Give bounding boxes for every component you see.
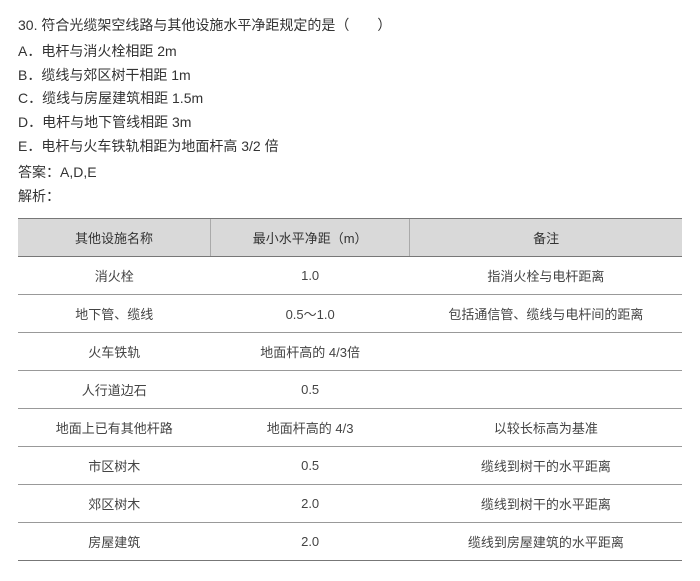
table-cell: 缆线到树干的水平距离 [410,485,682,523]
table-row: 房屋建筑2.0缆线到房屋建筑的水平距离 [18,523,682,561]
option-line: A．电杆与消火栓相距 2m [18,40,682,64]
option-text: 电杆与消火栓相距 2m [41,43,176,59]
table-cell [410,333,682,371]
table-cell: 地面杆高的 4/3 [211,409,410,447]
table-row: 地下管、缆线0.5～1.0包括通信管、缆线与电杆间的距离 [18,295,682,333]
table-row: 人行道边石0.5 [18,371,682,409]
table-cell: 地下管、缆线 [18,295,211,333]
option-text: 电杆与地下管线相距 3m [42,114,191,130]
table-cell: 地面杆高的 4/3倍 [211,333,410,371]
answer-value: A,D,E [60,164,97,180]
table-cell: 火车铁轨 [18,333,211,371]
table-row: 地面上已有其他杆路地面杆高的 4/3以较长标高为基准 [18,409,682,447]
table-body: 消火栓1.0指消火栓与电杆距离地下管、缆线0.5～1.0包括通信管、缆线与电杆间… [18,257,682,561]
table-cell: 市区树木 [18,447,211,485]
table-cell [410,371,682,409]
question-stem: 30. 符合光缆架空线路与其他设施水平净距规定的是（ ） [18,14,682,38]
option-line: B．缆线与郊区树干相距 1m [18,64,682,88]
table-row: 市区树木0.5缆线到树干的水平距离 [18,447,682,485]
option-letter: C． [18,90,42,106]
table-header-cell: 最小水平净距（m） [211,219,410,257]
table-row: 火车铁轨地面杆高的 4/3倍 [18,333,682,371]
table-cell: 2.0 [211,485,410,523]
table-cell: 消火栓 [18,257,211,295]
option-line: C．缆线与房屋建筑相距 1.5m [18,87,682,111]
table-cell: 郊区树木 [18,485,211,523]
option-line: E．电杆与火车铁轨相距为地面杆高 3/2 倍 [18,135,682,159]
answer-label: 答案： [18,164,60,180]
analysis-label: 解析： [18,185,682,209]
table-cell: 以较长标高为基准 [410,409,682,447]
option-text: 缆线与房屋建筑相距 1.5m [42,90,203,106]
option-text: 电杆与火车铁轨相距为地面杆高 3/2 倍 [41,138,278,154]
option-letter: B． [18,67,41,83]
table-cell: 0.5 [211,447,410,485]
table-row: 消火栓1.0指消火栓与电杆距离 [18,257,682,295]
table-cell: 缆线到树干的水平距离 [410,447,682,485]
table-header-cell: 备注 [410,219,682,257]
option-letter: D． [18,114,42,130]
answer-line: 答案：A,D,E [18,161,682,185]
table-cell: 包括通信管、缆线与电杆间的距离 [410,295,682,333]
table-cell: 人行道边石 [18,371,211,409]
table-header-row: 其他设施名称 最小水平净距（m） 备注 [18,219,682,257]
table-cell: 缆线到房屋建筑的水平距离 [410,523,682,561]
question-text: 符合光缆架空线路与其他设施水平净距规定的是（ ） [41,17,391,33]
clearance-table: 其他设施名称 最小水平净距（m） 备注 消火栓1.0指消火栓与电杆距离地下管、缆… [18,218,682,561]
option-letter: E． [18,138,41,154]
options-list: A．电杆与消火栓相距 2mB．缆线与郊区树干相距 1mC．缆线与房屋建筑相距 1… [18,40,682,159]
table-cell: 0.5～1.0 [211,295,410,333]
table-header-cell: 其他设施名称 [18,219,211,257]
question-number: 30. [18,17,37,33]
option-line: D．电杆与地下管线相距 3m [18,111,682,135]
table-cell: 0.5 [211,371,410,409]
table-cell: 地面上已有其他杆路 [18,409,211,447]
table-cell: 指消火栓与电杆距离 [410,257,682,295]
table-cell: 1.0 [211,257,410,295]
table-cell: 2.0 [211,523,410,561]
option-letter: A． [18,43,41,59]
table-cell: 房屋建筑 [18,523,211,561]
table-row: 郊区树木2.0缆线到树干的水平距离 [18,485,682,523]
option-text: 缆线与郊区树干相距 1m [41,67,190,83]
